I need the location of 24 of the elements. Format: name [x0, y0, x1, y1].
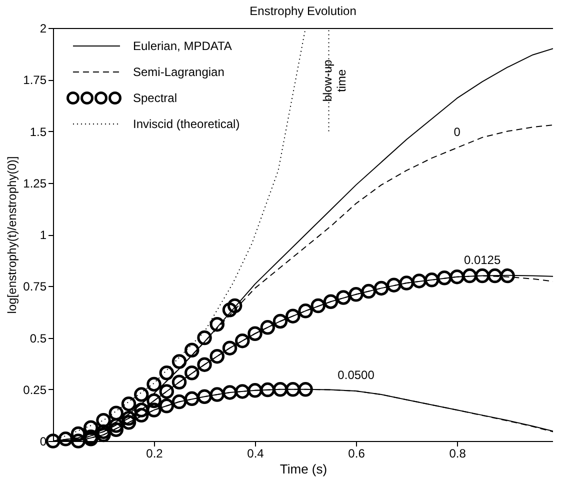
x-tick-label: 0.4: [247, 446, 264, 460]
chart-title: Enstrophy Evolution: [250, 4, 356, 18]
legend-label: Inviscid (theoretical): [133, 117, 240, 131]
y-tick-label: 0.5: [30, 331, 47, 346]
y-tick-label: 1.25: [23, 176, 47, 190]
legend-label: Eulerian, MPDATA: [133, 39, 232, 53]
y-axis-title: log[enstrophy(t)/enstrophy(0)]: [5, 156, 20, 314]
y-tick-label: 0: [40, 434, 47, 448]
annotation: blow-up time: [320, 59, 349, 102]
y-tick-label: 1.75: [23, 73, 47, 88]
x-tick-label: 0.2: [146, 446, 164, 460]
annotation: 0: [454, 124, 461, 139]
annotation: 0.0500: [338, 368, 375, 382]
annotation: 0.0125: [464, 252, 501, 267]
y-tick-label: 2: [40, 22, 47, 36]
legend-label: Semi-Lagrangian: [133, 65, 224, 79]
x-tick-label: 0.8: [449, 446, 466, 460]
y-tick-label: 1.5: [30, 124, 47, 139]
y-tick-label: 0.25: [23, 382, 47, 397]
x-tick-label: 0.6: [348, 446, 366, 460]
x-axis-title: Time (s): [280, 462, 328, 476]
y-tick-label: 1: [40, 228, 47, 242]
legend-label: Spectral: [133, 91, 178, 105]
y-tick-label: 0.75: [23, 280, 47, 294]
